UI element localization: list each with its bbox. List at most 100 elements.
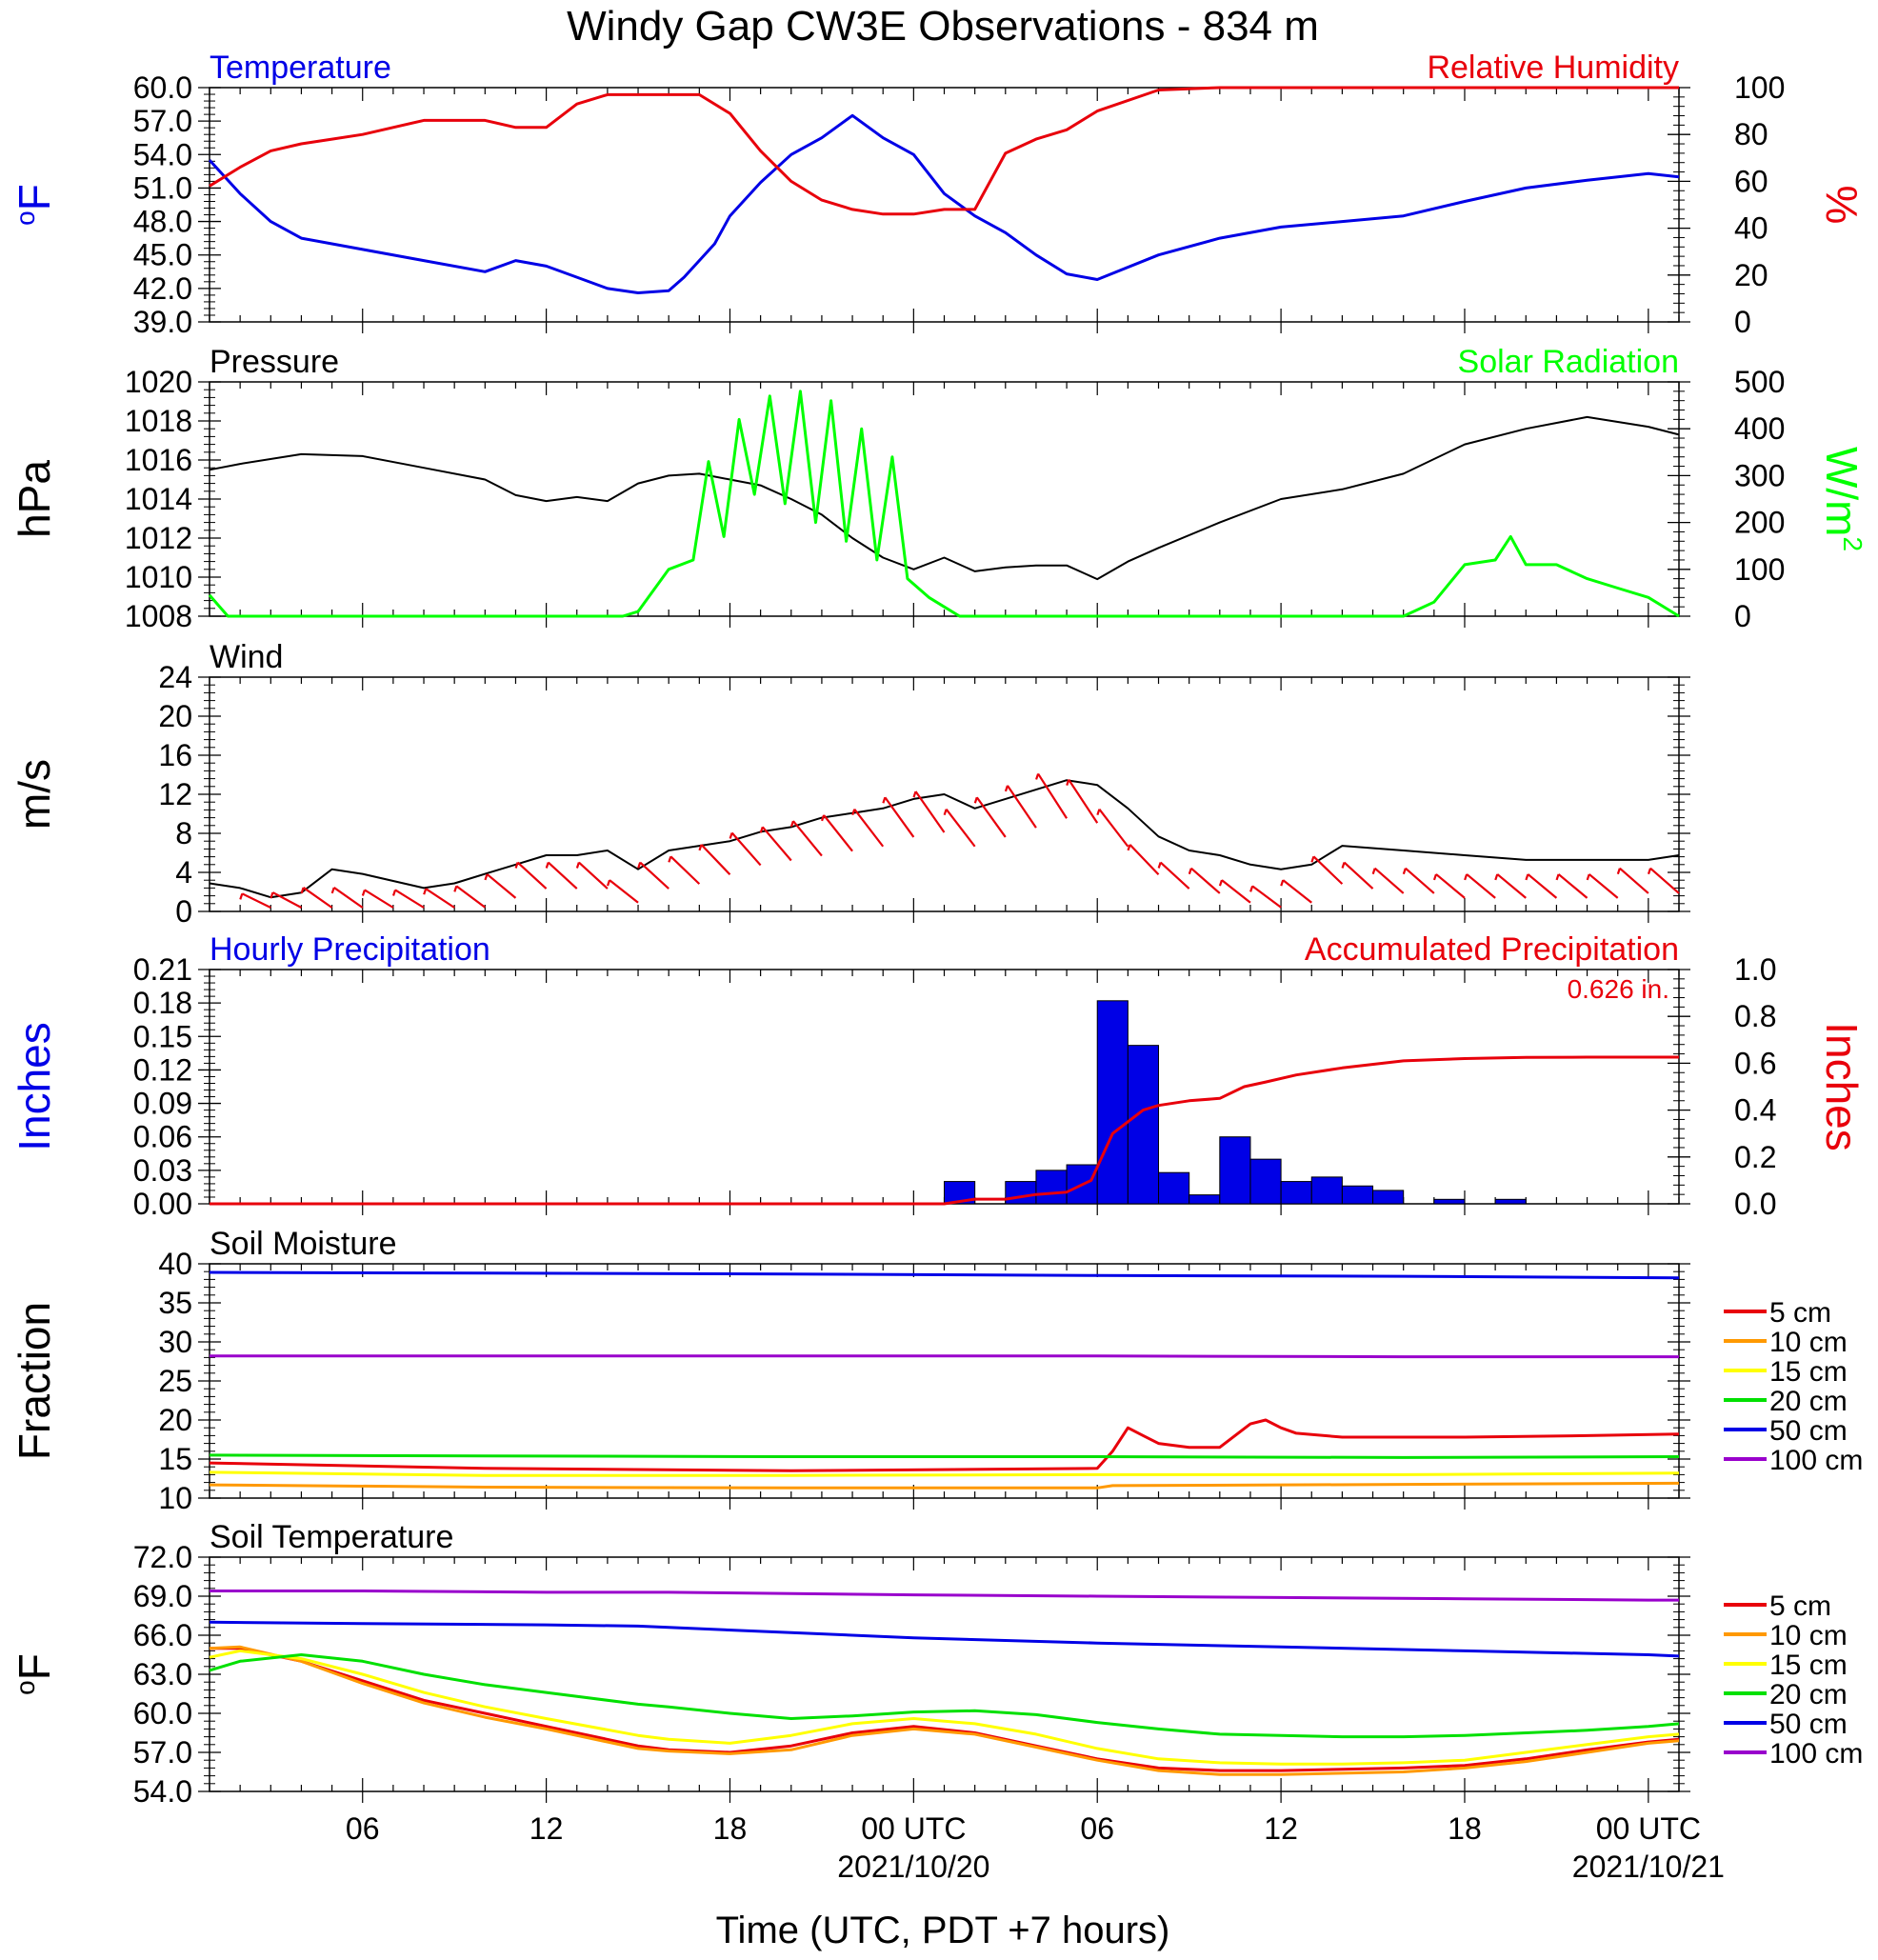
y-tick-label-right: 100 xyxy=(1734,552,1785,587)
precip-bar xyxy=(1372,1190,1405,1205)
y-tick-label: 0.03 xyxy=(133,1153,192,1188)
wind-barb-flag xyxy=(606,879,611,887)
y-tick-label: 1012 xyxy=(125,521,192,555)
panel-wind: 24 20 16 12 8 4 0 Wind m/s xyxy=(10,639,1690,929)
wind-barb-flag xyxy=(1647,868,1652,875)
wind-barb-staff xyxy=(333,887,364,909)
wind-barb-staff xyxy=(669,855,701,885)
precip-bar xyxy=(1280,1181,1312,1205)
y-axis-label: oF xyxy=(10,1653,59,1695)
wind-barb-staff xyxy=(700,844,731,876)
panel-temperature-rh: 60.057.054.051.048.045.042.039.0 100 80 60 4… xyxy=(10,50,1867,339)
wind-barb-flag xyxy=(484,873,489,881)
wind-barb-staff xyxy=(853,809,885,848)
panel-frame xyxy=(209,381,1680,617)
y-tick-label: 54.0 xyxy=(133,137,192,171)
series-line-5-cm xyxy=(209,1418,1680,1472)
wind-barb-flag xyxy=(973,796,978,804)
x-tick-label: 06 xyxy=(346,1811,380,1846)
legend-label: 100 cm xyxy=(1769,1445,1863,1476)
y-tick-label: 0.09 xyxy=(133,1087,192,1121)
wind-barb-staff xyxy=(455,885,486,909)
series-line-20-cm xyxy=(209,1653,1680,1739)
y-tick-label-right: 20 xyxy=(1734,258,1768,292)
series-line-100-cm xyxy=(210,1354,1679,1359)
wind-barb-flag xyxy=(1127,844,1131,851)
wind-barb-staff xyxy=(425,888,455,909)
y-tick-label-right: 0.2 xyxy=(1734,1140,1776,1174)
y-tick-label-right: 400 xyxy=(1734,411,1785,446)
wind-barb-staff xyxy=(609,879,639,904)
y-tick-label: 35 xyxy=(158,1286,192,1320)
x-tick-label: 00 UTC xyxy=(1596,1811,1701,1846)
wind-barb-flag xyxy=(1371,868,1376,875)
y-tick-label: 60.0 xyxy=(133,70,192,105)
wind-barb-flag xyxy=(453,886,458,892)
y-tick-label: 0.18 xyxy=(133,986,192,1020)
precip-bar xyxy=(1494,1198,1527,1205)
wind-barb-flag xyxy=(1402,868,1407,875)
wind-barb-staff xyxy=(578,861,609,890)
wind-barb-flag xyxy=(729,832,733,839)
precip-bar xyxy=(1189,1194,1221,1205)
wind-barb-flag xyxy=(1218,879,1224,887)
y-axis-label: Inches xyxy=(10,1022,59,1151)
wind-barb-staff xyxy=(975,796,1007,838)
y-tick-label-right: 1.0 xyxy=(1734,952,1776,987)
wind-barb-staff xyxy=(548,861,578,890)
wind-barb-flag xyxy=(1249,886,1254,892)
y-tick-label: 1020 xyxy=(125,365,192,399)
wind-barb-staff xyxy=(1098,809,1129,848)
wind-barb-flag xyxy=(1341,862,1346,869)
series-line-temperature xyxy=(208,113,1680,294)
wind-barb-flag xyxy=(1004,785,1009,792)
y-tick-label: 57.0 xyxy=(133,1735,192,1770)
legend-label: 50 cm xyxy=(1769,1415,1848,1447)
wind-barb-flag xyxy=(1494,873,1499,881)
y-tick-label: 0.06 xyxy=(133,1120,192,1154)
precip-bar xyxy=(1219,1136,1251,1205)
wind-barb-flag xyxy=(514,862,519,869)
y-tick-label: 45.0 xyxy=(133,238,192,272)
wind-barb-flag xyxy=(1280,879,1285,887)
precip-bar xyxy=(1249,1158,1282,1205)
series-line-solar-radiation xyxy=(208,390,1680,618)
y-tick-label-right: 40 xyxy=(1734,211,1768,246)
wind-barb-staff xyxy=(823,814,853,852)
wind-barb-staff xyxy=(914,790,946,833)
wind-barb-staff xyxy=(1649,867,1680,894)
wind-barb-staff xyxy=(1129,844,1160,876)
precip-bar xyxy=(1005,1181,1037,1205)
y-tick-label: 30 xyxy=(158,1325,192,1359)
y-tick-label: 66.0 xyxy=(133,1618,192,1652)
wind-barb-staff xyxy=(1159,861,1190,890)
panel-title-right: Solar Radiation xyxy=(1458,344,1679,380)
y-tick-label: 48.0 xyxy=(133,205,192,239)
x-tick-label: 18 xyxy=(713,1811,748,1846)
y-tick-label-right: 0.4 xyxy=(1734,1093,1776,1128)
wind-barb-flag xyxy=(821,814,826,822)
wind-barb-flag xyxy=(912,790,917,798)
y-tick-label: 0.21 xyxy=(133,952,192,987)
y-tick-label-right: 60 xyxy=(1734,164,1768,198)
wind-barb-staff xyxy=(792,820,823,857)
wind-barb-staff xyxy=(639,861,669,890)
panel-title-left: Wind xyxy=(210,639,283,675)
wind-barb-flag xyxy=(1157,862,1162,869)
x-tick-label: 12 xyxy=(529,1811,564,1846)
wind-barb-flag xyxy=(270,891,274,899)
y-tick-label: 72.0 xyxy=(133,1540,192,1574)
y-tick-label: 0.00 xyxy=(133,1187,192,1221)
panel-title-left: Temperature xyxy=(210,50,391,86)
y-tick-label-right: 0.6 xyxy=(1734,1046,1776,1080)
y-tick-label-right: 300 xyxy=(1734,458,1785,492)
x-tick-label: 00 UTC xyxy=(861,1811,966,1846)
wind-barb-flag xyxy=(239,892,244,900)
x-tick-label: 06 xyxy=(1080,1811,1114,1846)
wind-barb-staff xyxy=(1037,772,1069,819)
wind-barb-flag xyxy=(1464,873,1468,881)
y-tick-label-right: 0.8 xyxy=(1734,999,1776,1033)
accumulated-total-label: 0.626 in. xyxy=(1568,974,1669,1004)
y-tick-label: 0.15 xyxy=(133,1019,192,1053)
